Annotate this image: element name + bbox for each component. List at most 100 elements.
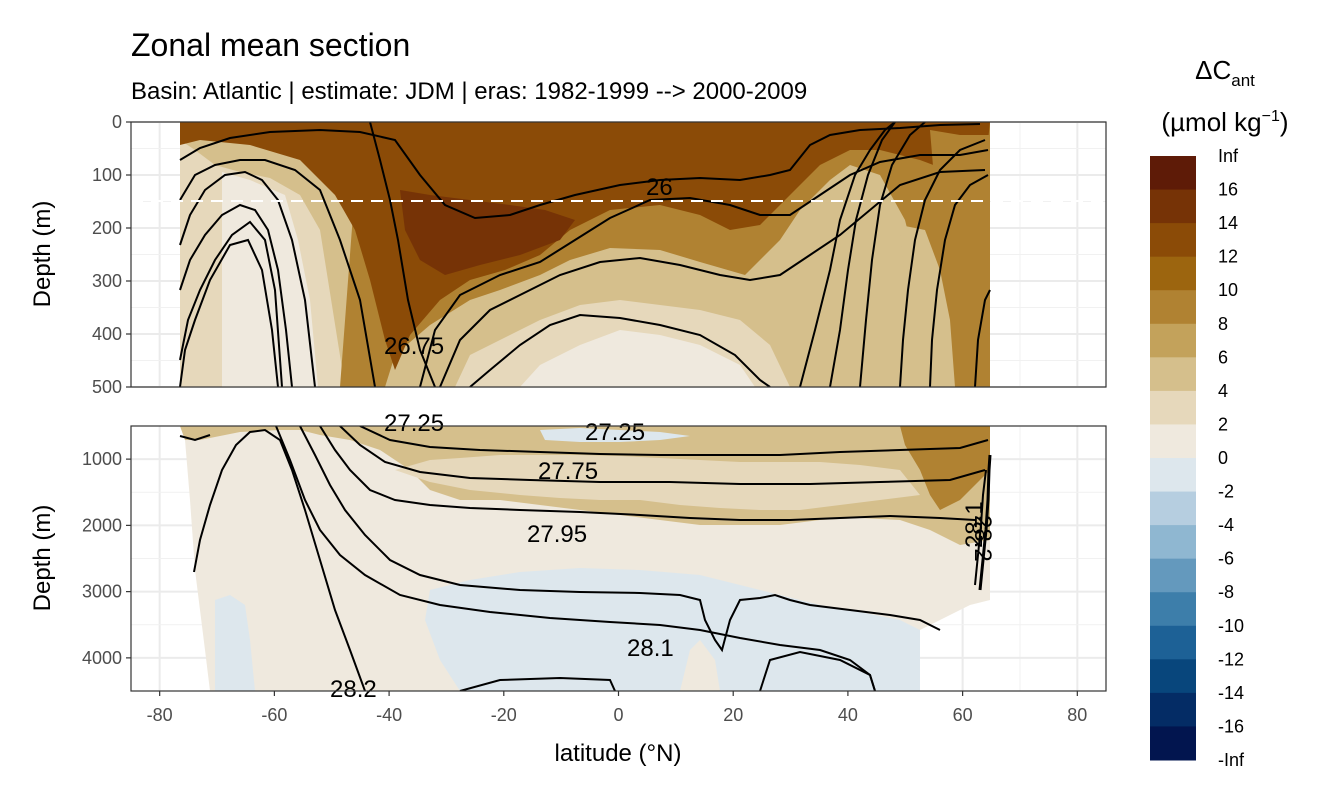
top-panel-border [130, 121, 1107, 388]
contour-label-28-1: 28.1 [627, 635, 674, 662]
top-contour-10 [419, 149, 989, 387]
legend-swatch [1150, 223, 1196, 258]
top-contour-7 [369, 122, 436, 387]
legend-label: -10 [1218, 616, 1244, 636]
legend-label: 16 [1218, 180, 1238, 200]
legend-label: 8 [1218, 314, 1228, 334]
bottom-y-axis-label: Depth (m) [29, 505, 56, 612]
legend-swatch [1150, 659, 1196, 694]
legend-label: -4 [1218, 515, 1234, 535]
legend-label: -16 [1218, 716, 1244, 736]
x-tick-label: 0 [613, 705, 623, 725]
legend-label: -14 [1218, 683, 1244, 703]
legend-label: 14 [1218, 213, 1238, 233]
top-band-cream-mid [520, 330, 755, 387]
top-y-axis-ticks: 0 100 200 300 400 500 [92, 112, 131, 397]
y-tick-label-top: 100 [92, 165, 122, 185]
legend-swatch [1150, 323, 1196, 358]
bot-contour-9 [759, 650, 876, 691]
bot-contour-8 [459, 676, 616, 691]
contour-label-27-25: 27.25 [585, 419, 645, 446]
x-tick-label: -20 [491, 705, 517, 725]
x-tick-label: 40 [838, 705, 858, 725]
legend-units-end: ) [1280, 107, 1289, 137]
legend-label: 0 [1218, 448, 1228, 468]
legend-units-sup: −1 [1262, 108, 1280, 125]
legend-swatch [1150, 390, 1196, 425]
x-tick-label: -40 [376, 705, 402, 725]
top-contour-1 [179, 123, 981, 220]
legend-swatch [1150, 525, 1196, 560]
contour-label-28-2: 28.2 [330, 676, 377, 703]
top-contour-3 [179, 170, 316, 387]
bot-contour-5 [339, 426, 986, 485]
x-tick-label: -80 [147, 705, 173, 725]
bottom-panel: 27.25 27.25 27.75 27.95 28.1 28.2 28.2 2… [130, 410, 1107, 703]
bottom-panel-field [180, 426, 990, 691]
legend-swatch [1150, 424, 1196, 459]
legend-label: 10 [1218, 280, 1238, 300]
legend-label: -12 [1218, 649, 1244, 669]
legend-label: -8 [1218, 582, 1234, 602]
legend-label: Inf [1218, 146, 1239, 166]
top-y-axis-label: Depth (m) [29, 201, 56, 308]
y-tick-label-bottom: 2000 [82, 515, 122, 535]
legend-title-main: ΔC [1195, 55, 1231, 85]
legend-swatch [1150, 458, 1196, 493]
bot-contour-2 [275, 426, 876, 691]
contour-label-27-25-partial: 27.25 [384, 410, 444, 437]
x-axis-ticks: -80 -60 -40 -20 0 20 40 60 80 [147, 691, 1087, 725]
top-contour-5 [179, 220, 283, 387]
legend-label: 4 [1218, 381, 1228, 401]
bot-contour-3 [299, 426, 941, 653]
contour-label-26: 26 [646, 174, 673, 201]
legend-swatch [1150, 692, 1196, 727]
legend-label: 6 [1218, 347, 1228, 367]
legend-label: -2 [1218, 482, 1234, 502]
top-band-light-tan-north [900, 225, 955, 387]
legend-swatch [1150, 189, 1196, 224]
legend-label: -6 [1218, 549, 1234, 569]
x-tick-label: 20 [723, 705, 743, 725]
top-contour-4 [179, 203, 293, 387]
top-panel-field [180, 122, 990, 387]
top-contour-8 [469, 313, 771, 387]
bot-contour-7 [179, 434, 211, 442]
legend-units: (µmol kg−1) [1161, 107, 1288, 137]
legend-label: 12 [1218, 247, 1238, 267]
top-contour-12 [829, 122, 896, 387]
legend-title-sub: ant [1231, 71, 1255, 90]
legend-swatch [1150, 625, 1196, 660]
legend-swatch [1150, 290, 1196, 325]
y-tick-label-bottom: 4000 [82, 648, 122, 668]
y-tick-label-top: 200 [92, 218, 122, 238]
contour-label-27-95: 27.95 [527, 521, 587, 548]
x-tick-label: -60 [261, 705, 287, 725]
bot-contour-1 [193, 428, 366, 691]
bot-contour-10 [978, 454, 992, 591]
top-contour-15 [929, 174, 989, 387]
legend-swatch [1150, 592, 1196, 627]
top-panel-contours [179, 122, 991, 387]
y-tick-label-top: 400 [92, 324, 122, 344]
top-contour-11 [799, 122, 896, 387]
legend-swatch [1150, 558, 1196, 593]
top-band-deep-brown [400, 190, 575, 275]
top-contour-2 [179, 159, 376, 387]
x-tick-label: 60 [953, 705, 973, 725]
contour-label-27-75: 27.75 [538, 458, 598, 485]
legend-units-text: (µmol kg [1161, 107, 1261, 137]
bottom-panel-contours [179, 426, 992, 691]
bot-contour-11 [974, 469, 987, 586]
top-contour-14 [899, 139, 986, 387]
legend: ΔCant (µmol kg−1) Inf 16 14 12 10 8 6 4 2 0 -2 -4 -6… [1150, 55, 1289, 770]
bot-band-pale-blue-1 [425, 568, 920, 691]
legend-label: -Inf [1218, 750, 1245, 770]
contour-label-28-2-north: 28.2 [969, 515, 996, 562]
legend-labels: Inf 16 14 12 10 8 6 4 2 0 -2 -4 -6 -8 -10 -12 -14 -16 -Inf [1218, 146, 1245, 770]
contour-label-26-75: 26.75 [384, 333, 444, 360]
top-band-brown [180, 122, 990, 370]
contour-label-28-1-north: 28.1 [961, 501, 988, 548]
bot-contour-4 [319, 426, 976, 521]
